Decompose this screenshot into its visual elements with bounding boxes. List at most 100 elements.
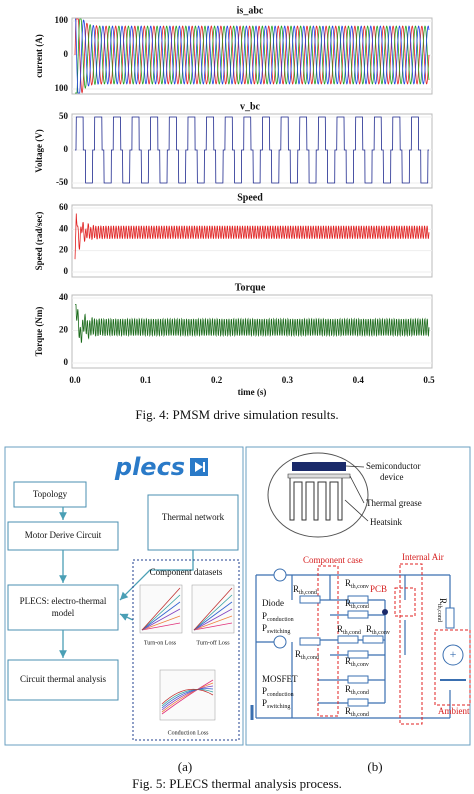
- mini-curve: [193, 622, 233, 631]
- fig4-caption: Fig. 4: PMSM drive simulation results.: [135, 407, 338, 422]
- heatsink-label: Thermal grease: [366, 498, 422, 508]
- subscript-label: Rth,cond: [337, 624, 361, 636]
- region-label: Ambient: [438, 706, 470, 716]
- sublabel: (a): [178, 759, 192, 774]
- symbol: R: [345, 706, 351, 716]
- dataset-label: Turn-off Loss: [196, 639, 230, 646]
- panel-title: Speed: [237, 192, 263, 203]
- resistor: [299, 637, 321, 646]
- subscript-label: Pconduction: [262, 611, 294, 623]
- x-tick-label: 0.3: [282, 375, 294, 385]
- symbol: R: [337, 624, 343, 634]
- mini-curve: [161, 688, 214, 705]
- subscript-label: Pswitching: [262, 623, 290, 635]
- fig5-caption: Fig. 5: PLECS thermal analysis process.: [132, 776, 342, 791]
- subscript: conduction: [267, 692, 294, 698]
- svg-text:+: +: [450, 647, 457, 661]
- arrows: [59, 507, 194, 658]
- resistor: [362, 635, 384, 644]
- box-label: Thermal network: [162, 512, 225, 522]
- dataset-label: Conduction Loss: [168, 730, 209, 736]
- waveform: [75, 116, 429, 184]
- subscript-label: Rth,cond: [293, 584, 317, 596]
- plot-frame: [71, 113, 433, 189]
- y-axis-label: Voltage (V): [34, 129, 44, 172]
- heatsink-outline: [267, 452, 369, 538]
- subscript: th,conv: [351, 662, 369, 668]
- resistor: [347, 595, 369, 604]
- mini-curve: [193, 594, 233, 631]
- subscript: switching: [267, 704, 290, 710]
- mini-curve: [161, 688, 214, 709]
- y-tick-label: 0: [64, 357, 69, 367]
- subscript: th,conv: [351, 584, 369, 590]
- y-tick-label: 100: [55, 15, 69, 25]
- resistor: [347, 650, 369, 659]
- subscript: switching: [267, 629, 290, 635]
- grease: [287, 473, 351, 479]
- resistor: [445, 607, 455, 629]
- symbol: P: [262, 611, 267, 621]
- subscript: th,cond: [351, 690, 369, 696]
- y-tick-label: 0: [64, 144, 69, 154]
- subscript: th,cond: [436, 604, 442, 622]
- subscript: th,conv: [372, 630, 390, 636]
- box: [13, 481, 87, 508]
- box-label: PLECS: electro-thermal: [20, 596, 107, 606]
- symbol: R: [295, 649, 301, 659]
- heatsink: [289, 478, 343, 521]
- y-tick-label: 100: [55, 83, 69, 93]
- region-label: PCB: [370, 584, 387, 594]
- subscript-label: Rth,cond: [345, 706, 369, 718]
- plot-frame: [71, 204, 433, 278]
- device-label: MOSFET: [262, 674, 298, 684]
- waveform: [75, 18, 430, 94]
- subscript-label: Rth,cond: [436, 598, 448, 622]
- box: [7, 521, 119, 551]
- subscript: th,cond: [351, 604, 369, 610]
- panel-title: v_bc: [240, 101, 261, 112]
- mini-curve: [193, 608, 233, 631]
- y-tick-label: 0: [64, 49, 69, 59]
- y-axis-label: Speed (rad/sec): [34, 212, 44, 271]
- subscript: th,cond: [299, 590, 317, 596]
- leaders: [344, 465, 369, 522]
- x-tick-label: 0.0: [69, 375, 81, 385]
- mini-curve: [193, 587, 233, 631]
- symbol: R: [438, 598, 448, 604]
- subscript: conduction: [267, 617, 294, 623]
- subscript-labels: PconductionPswitchingPconductionPswitchi…: [262, 578, 455, 718]
- y-tick-label: 60: [59, 202, 69, 212]
- subscript-label: Pconduction: [262, 686, 294, 698]
- mini-curve: [161, 679, 214, 715]
- symbol: R: [345, 684, 351, 694]
- mini-curve: [161, 685, 214, 711]
- mini-curve: [141, 594, 181, 631]
- box: [7, 659, 119, 701]
- heatsink-label: Semiconductor: [366, 461, 421, 471]
- mini-curve: [141, 608, 181, 631]
- dataset-plots: [139, 584, 235, 721]
- x-tick-label: 0.5: [423, 375, 435, 385]
- waveform: [74, 213, 430, 260]
- symbol: R: [345, 656, 351, 666]
- x-tick-label: 0.1: [140, 375, 152, 385]
- y-axis-label: current (A): [34, 34, 44, 78]
- resistor: [299, 595, 321, 604]
- semiconductor: [292, 462, 346, 471]
- panel-title: Torque: [235, 282, 266, 293]
- resistor: [337, 635, 359, 644]
- mini-curve: [193, 615, 233, 631]
- mini-curve: [141, 622, 181, 631]
- y-tick-label: 20: [59, 245, 69, 255]
- mini-curve: [193, 601, 233, 631]
- heatsink-label: Heatsink: [370, 517, 402, 527]
- subscript-label: Rth,cond: [345, 598, 369, 610]
- waveform: [74, 18, 430, 94]
- symbol: P: [262, 686, 267, 696]
- symbol: R: [366, 624, 372, 634]
- datasets-frame: [132, 559, 240, 741]
- x-axis-label: time (s): [238, 387, 267, 397]
